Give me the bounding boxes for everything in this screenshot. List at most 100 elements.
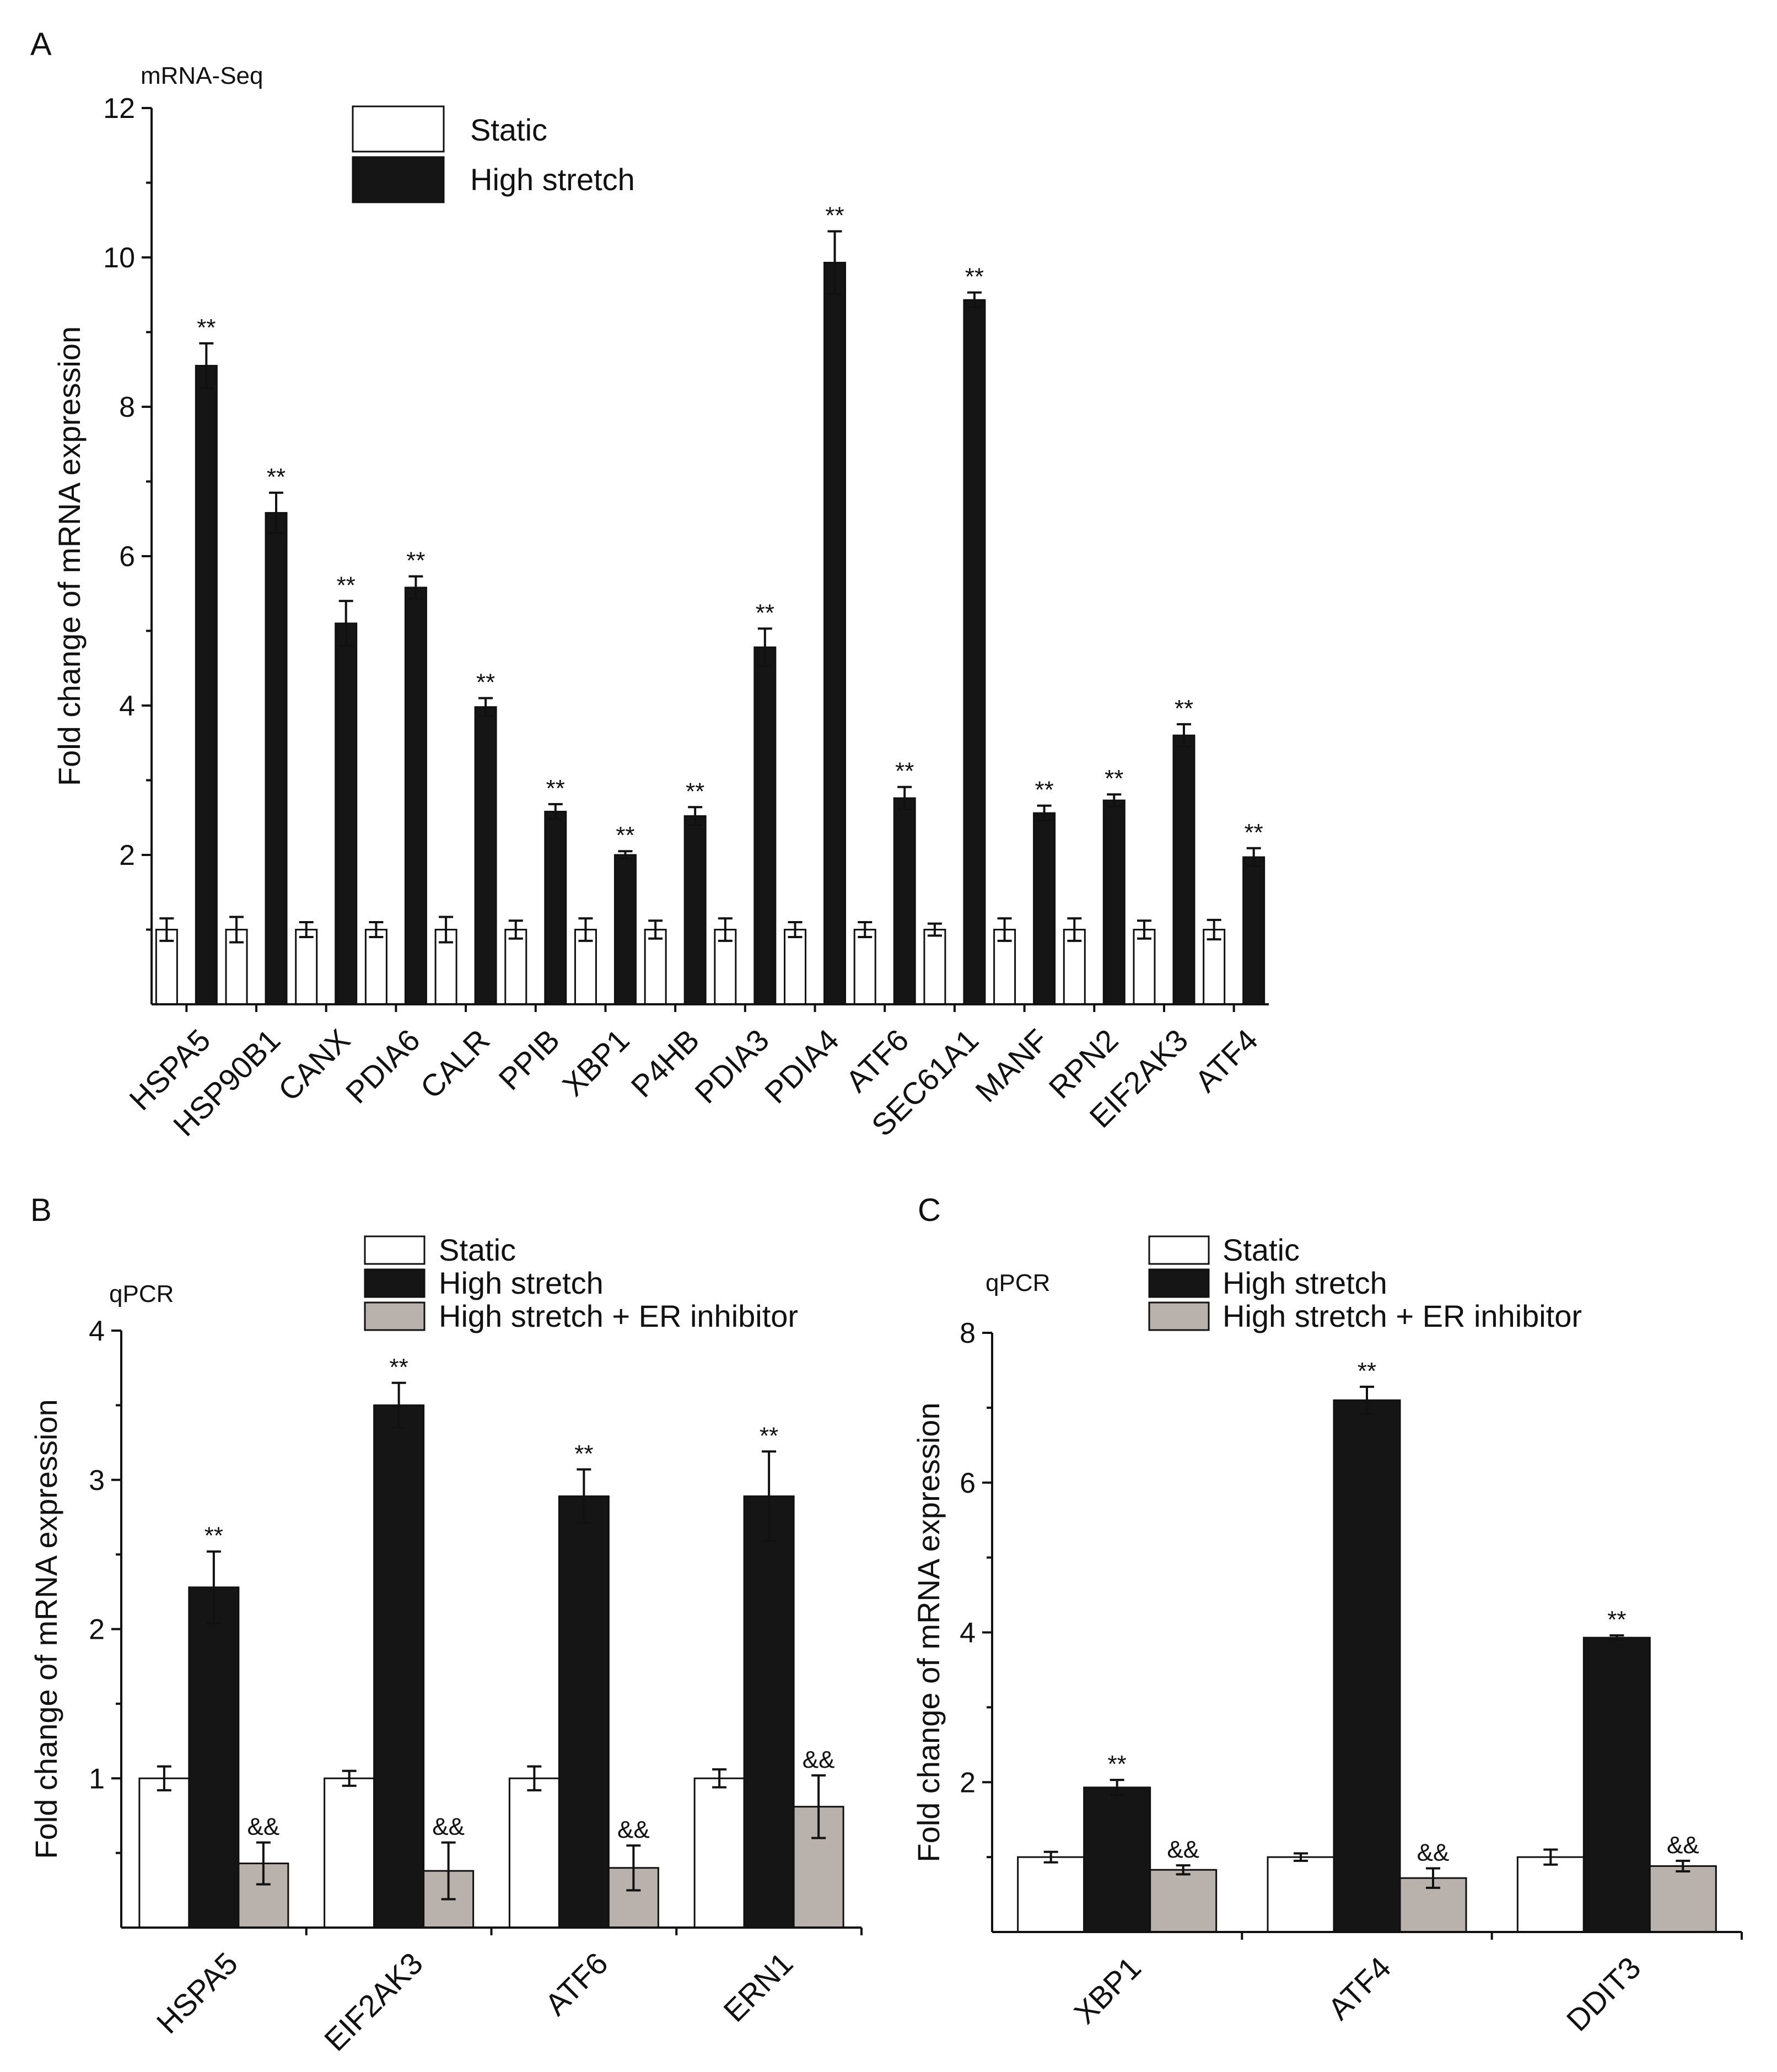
bar-p4hb-s1 <box>683 815 707 1005</box>
legend-label-high-stretch-b: High stretch <box>439 1266 604 1300</box>
bar-hspa5-s1 <box>188 1586 240 1929</box>
error-bar <box>1426 1867 1440 1889</box>
error-bar <box>577 1468 591 1525</box>
y-tick-label: 4 <box>960 1617 976 1649</box>
category-label-pdia6: PDIA6 <box>339 1022 427 1110</box>
significance-label: && <box>1667 1832 1699 1859</box>
error-bar <box>811 1774 826 1839</box>
bar-pdia3-s1 <box>753 646 777 1005</box>
significance-label: && <box>1167 1836 1199 1863</box>
error-bar <box>391 1381 406 1429</box>
error-bar <box>762 1450 777 1542</box>
legend-swatch-er-inhibitor-c <box>1148 1301 1210 1331</box>
category-label-ddit3: DDIT3 <box>1560 1950 1647 2038</box>
y-tick-label: 1 <box>89 1763 105 1795</box>
bar-atf6-s1 <box>558 1495 610 1929</box>
significance-label: && <box>432 1813 465 1840</box>
significance-label: ** <box>1358 1358 1376 1385</box>
error-bar <box>441 1841 456 1901</box>
y-tick-label: 3 <box>89 1465 105 1497</box>
panel-letter-c: C <box>918 1192 941 1228</box>
error-bar <box>157 1765 171 1791</box>
significance-label: ** <box>267 464 286 491</box>
bar-pdia4-s1 <box>823 261 847 1005</box>
significance-label: && <box>1417 1839 1450 1866</box>
panel-a: A mRNA-Seq Fold change of mRNA expressio… <box>30 26 1269 1143</box>
error-bar <box>527 1765 542 1791</box>
legend-swatch-static-a <box>352 105 445 153</box>
significance-label: ** <box>965 263 984 290</box>
legend-swatch-high-stretch-c <box>1148 1268 1210 1298</box>
category-label-hspa5: HSPA5 <box>150 1946 244 2040</box>
bar-eif2ak3-s0 <box>1133 929 1156 1005</box>
legend-label-er-inhibitor-c: High stretch + ER inhibitor <box>1223 1299 1582 1333</box>
y-axis-title-a: Fold change of mRNA expression <box>52 326 87 786</box>
legend-label-static-b: Static <box>439 1233 516 1267</box>
error-bar <box>1137 919 1151 940</box>
category-label-xbp1: XBP1 <box>1067 1950 1148 2031</box>
bar-hsp90b1-s1 <box>265 512 288 1005</box>
legend-a: Static High stretch <box>352 105 635 203</box>
bar-calr-s1 <box>474 706 497 1005</box>
significance-label: ** <box>1245 819 1263 846</box>
y-tick-label: 4 <box>89 1315 105 1347</box>
method-label-c: qPCR <box>986 1269 1050 1296</box>
bar-atf6-s0 <box>508 1777 560 1929</box>
bar-atf6-s0 <box>853 929 876 1005</box>
significance-label: ** <box>895 758 914 785</box>
legend-c: Static High stretch High stretch + ER in… <box>1148 1233 1582 1333</box>
error-bar <box>1246 847 1261 868</box>
bar-atf4-s0 <box>1203 929 1226 1005</box>
bar-manf-s0 <box>993 929 1016 1005</box>
plot-area-b: ** ** ** ** && && && && 1 2 3 4 HSPA5 EIF2AK3 ATF6 ERN1 <box>89 1315 863 2058</box>
error-bar <box>439 916 454 944</box>
bar-pdia4-s0 <box>784 929 807 1005</box>
panel-c: C qPCR Fold change of mRNA expression St… <box>911 1192 1743 2038</box>
significance-label: && <box>247 1813 280 1840</box>
bar-canx-s1 <box>335 622 358 1005</box>
error-bar <box>206 1550 221 1624</box>
error-bar <box>369 921 384 939</box>
bar-ppib-s1 <box>544 810 567 1005</box>
error-bar <box>712 1768 727 1789</box>
significance-label: ** <box>337 572 356 599</box>
bar-atf4-s0 <box>1267 1856 1335 1933</box>
error-bar <box>1609 1634 1624 1642</box>
bar-atf4-s1 <box>1242 856 1266 1005</box>
bar-ddit3-s1 <box>1582 1637 1651 1933</box>
bar-atf4-s1 <box>1333 1399 1401 1933</box>
legend-label-high-stretch-c: High stretch <box>1223 1266 1387 1300</box>
error-bar <box>858 921 873 939</box>
significance-label: ** <box>476 669 495 696</box>
bar-xbp1-s0 <box>1017 1856 1085 1933</box>
error-bar <box>159 917 174 942</box>
bar-ern1-s0 <box>693 1777 745 1929</box>
significance-label: && <box>803 1746 835 1773</box>
error-bar <box>1207 918 1221 941</box>
significance-label: ** <box>390 1354 408 1381</box>
y-tick-label: 6 <box>960 1467 976 1499</box>
significance-label: ** <box>756 599 774 626</box>
bar-eif2ak3-s0 <box>324 1777 375 1929</box>
error-bar <box>199 342 214 390</box>
bar-xbp1-s1 <box>613 854 637 1005</box>
bar-sec61a1-s1 <box>963 299 986 1005</box>
category-label-ern1: ERN1 <box>717 1946 799 2028</box>
y-tick-label: 8 <box>119 391 135 423</box>
significance-label: ** <box>197 314 216 341</box>
error-bar <box>1294 1852 1308 1862</box>
significance-label: ** <box>1175 695 1193 722</box>
significance-label: ** <box>1105 765 1123 792</box>
error-bar <box>618 850 633 860</box>
bar-xbp1-s2 <box>1149 1869 1218 1933</box>
significance-label: ** <box>546 775 565 802</box>
bar-atf6-s1 <box>893 797 916 1005</box>
error-bar <box>927 922 942 937</box>
bar-hspa5-s1 <box>195 364 218 1005</box>
panel-letter-b: B <box>30 1192 52 1228</box>
y-axis-title-b: Fold change of mRNA expression <box>29 1399 63 1859</box>
error-bar <box>1543 1848 1558 1866</box>
error-bar <box>548 803 563 820</box>
y-tick-label: 2 <box>960 1767 976 1799</box>
